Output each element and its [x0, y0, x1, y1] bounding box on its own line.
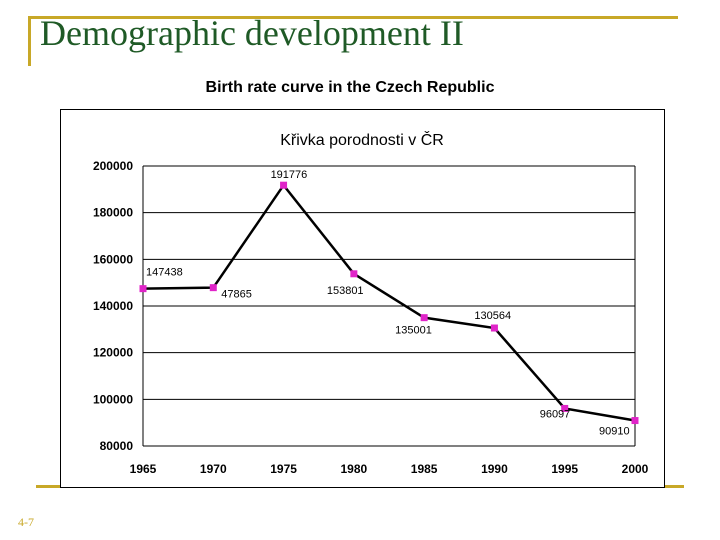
x-tick-label: 1985 — [411, 462, 438, 476]
data-point-marker — [631, 417, 639, 425]
data-point-marker — [139, 285, 147, 293]
chart-axes: 80000 100000 120000 140000 160000 180000 20000… — [93, 159, 649, 476]
data-label: 96097 — [540, 408, 571, 420]
data-label: 90910 — [599, 426, 630, 438]
data-label: 47865 — [221, 289, 252, 301]
x-tick-label: 1995 — [551, 462, 578, 476]
y-tick-label: 120000 — [93, 346, 133, 360]
x-tick-label: 1975 — [270, 462, 297, 476]
chart-area — [60, 109, 665, 488]
data-point-marker — [209, 284, 217, 292]
frame-top-border — [28, 16, 678, 19]
slide-title: Demographic development II — [40, 13, 464, 53]
x-tick-label: 1990 — [481, 462, 508, 476]
x-tick-label: 1965 — [130, 462, 157, 476]
y-tick-label: 80000 — [100, 439, 134, 453]
data-label: 153801 — [327, 285, 364, 297]
data-point-marker — [420, 314, 428, 322]
y-tick-label: 140000 — [93, 299, 133, 313]
data-label: 191776 — [271, 169, 308, 181]
y-tick-label: 160000 — [93, 252, 133, 266]
data-point-marker — [280, 181, 288, 189]
data-label: 130564 — [474, 310, 511, 322]
chart-title: Křivka porodnosti v ČR — [280, 130, 444, 149]
series-line — [142, 183, 636, 422]
data-point-marker — [490, 324, 498, 332]
data-point-marker — [350, 270, 358, 278]
x-tick-label: 2000 — [622, 462, 649, 476]
y-tick-label: 180000 — [93, 206, 133, 220]
chart-labels: 147438 47865 191776 153801 135001 130564 96097… — [146, 169, 630, 437]
slide-subtitle: Birth rate curve in the Czech Republic — [205, 79, 495, 96]
data-label: 135001 — [395, 325, 432, 337]
x-tick-label: 1980 — [341, 462, 368, 476]
chart-series — [139, 181, 639, 425]
data-point-marker — [561, 404, 569, 412]
chart-gridlines — [143, 165, 635, 447]
y-tick-label: 200000 — [93, 159, 133, 173]
frame-left-border — [28, 16, 31, 66]
data-label: 147438 — [146, 267, 183, 279]
x-tick-label: 1970 — [200, 462, 227, 476]
slide-number: 4-7 — [18, 515, 34, 529]
y-tick-label: 100000 — [93, 392, 133, 406]
